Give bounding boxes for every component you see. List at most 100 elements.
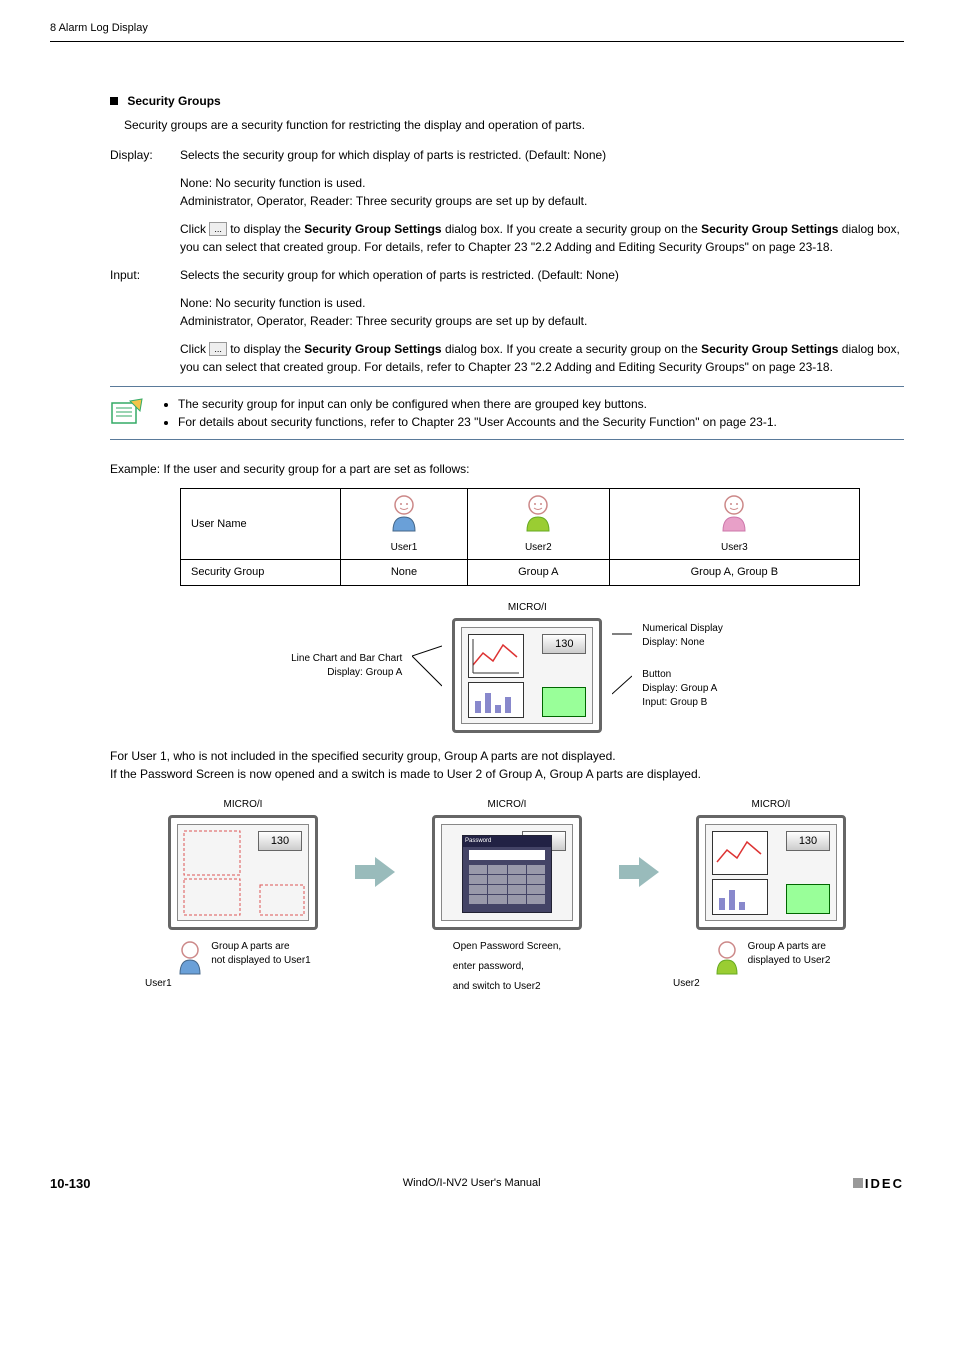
user3-cell: User3 <box>609 488 859 560</box>
footer-title: WindO/I-NV2 User's Manual <box>403 1175 541 1192</box>
lead-line-icon <box>412 636 442 696</box>
c1a: Group A parts are <box>211 940 311 954</box>
si: 130 <box>177 824 309 921</box>
c2c: and switch to User2 <box>453 980 541 994</box>
u1: User1 <box>351 540 457 555</box>
input-label: Input: <box>110 266 180 284</box>
r2a: Button <box>642 668 723 682</box>
row2-label: Security Group <box>181 560 341 586</box>
bar-chart <box>712 879 768 915</box>
diag-left: Line Chart and Bar Chart Display: Group … <box>291 652 402 680</box>
t: to display the <box>227 342 304 356</box>
c3b: displayed to User2 <box>748 954 831 968</box>
intro-text: Security groups are a security function … <box>124 116 904 134</box>
g3: Group A, Group B <box>609 560 859 586</box>
bullet-icon <box>110 97 118 105</box>
brand: IDEC <box>853 1174 904 1194</box>
u2: User2 <box>478 540 599 555</box>
page-header: 8 Alarm Log Display <box>50 20 904 42</box>
u3: User3 <box>620 540 849 555</box>
sgs2: Security Group Settings <box>701 222 838 236</box>
u2-label: User2 <box>673 976 700 991</box>
line-chart <box>712 831 768 875</box>
diag-right: Numerical Display Display: None Button D… <box>642 622 723 710</box>
example-intro: Example: If the user and security group … <box>110 460 904 478</box>
chart-icon <box>469 683 523 717</box>
ellipsis-button[interactable]: ... <box>209 342 227 356</box>
sgs: Security Group Settings <box>304 222 441 236</box>
r1b: Display: None <box>642 636 723 650</box>
micro: MICRO/I <box>452 600 602 615</box>
screen: 130 <box>696 815 846 930</box>
flow-diagram: MICRO/I 130 Group A parts are <box>110 797 904 994</box>
explain-p1: For User 1, who is not included in the s… <box>110 747 904 765</box>
ellipsis-button[interactable]: ... <box>209 222 227 236</box>
display-def: Display: Selects the security group for … <box>110 146 904 164</box>
t: dialog box. If you create a security gro… <box>442 342 702 356</box>
note-box: The security group for input can only be… <box>110 386 904 440</box>
chart-icon <box>469 635 523 677</box>
g2: Group A <box>467 560 609 586</box>
user-icon <box>521 493 555 533</box>
chart-icon <box>713 832 767 874</box>
screen: 130 <box>452 618 602 733</box>
arrow-icon <box>355 857 395 887</box>
g1: None <box>341 560 468 586</box>
input-none: None: No security function is used. Admi… <box>180 294 904 330</box>
t: dialog box. If you create a security gro… <box>442 222 702 236</box>
brand-icon <box>853 1178 863 1188</box>
line-chart <box>468 634 524 678</box>
display-line1: Selects the security group for which dis… <box>180 146 904 164</box>
security-table: User Name User1 User2 <box>180 488 860 586</box>
dl1: Line Chart and Bar Chart <box>291 652 402 666</box>
screen-col: MICRO/I <box>452 600 602 733</box>
note-1: The security group for input can only be… <box>178 395 904 413</box>
display-none-line: None: No security function is used. <box>180 174 904 192</box>
m: MICRO/I <box>224 797 263 812</box>
screen-inner: 130 <box>461 627 593 724</box>
num: 130 <box>786 831 830 851</box>
button-part[interactable] <box>786 884 830 914</box>
display-click: Click ... to display the Security Group … <box>180 220 904 256</box>
chart-icon <box>713 880 767 914</box>
section-title: Security Groups <box>127 94 220 108</box>
flow-3: MICRO/I 130 <box>671 797 871 991</box>
t: Click <box>180 342 209 356</box>
user1-cell: User1 <box>341 488 468 560</box>
arrow-icon <box>619 857 659 887</box>
main-content: Security Groups Security groups are a se… <box>110 92 904 994</box>
note-icon <box>110 397 146 427</box>
c2b: enter password, <box>453 960 524 974</box>
flow-2: MICRO/I 30 Password <box>407 797 607 994</box>
sgs2: Security Group Settings <box>701 342 838 356</box>
input-click: Click ... to display the Security Group … <box>180 340 904 376</box>
cap3: Group A parts are displayed to User2 <box>712 940 831 976</box>
bar-chart <box>468 682 524 718</box>
screen: 30 Password <box>432 815 582 930</box>
flow-1: MICRO/I 130 Group A parts are <box>143 797 343 991</box>
screen: 130 <box>168 815 318 930</box>
r2b: Display: Group A <box>642 682 723 696</box>
cap1: Group A parts are not displayed to User1 <box>175 940 311 976</box>
page-number: 10-130 <box>50 1174 90 1194</box>
diagram-1: Line Chart and Bar Chart Display: Group … <box>110 600 904 733</box>
m: MICRO/I <box>488 797 527 812</box>
input-def: Input: Selects the security group for wh… <box>110 266 904 284</box>
cap2: Open Password Screen, enter password, an… <box>453 940 561 994</box>
display-admin-line: Administrator, Operator, Reader: Three s… <box>180 192 904 210</box>
header-text: 8 Alarm Log Display <box>50 22 148 34</box>
button-part[interactable] <box>542 687 586 717</box>
keypad[interactable] <box>463 863 551 906</box>
user-icon <box>387 493 421 533</box>
pwd-title: Password <box>463 836 551 847</box>
user2-cell: User2 <box>467 488 609 560</box>
input-none-line: None: No security function is used. <box>180 294 904 312</box>
user-icon <box>175 940 205 976</box>
m: MICRO/I <box>752 797 791 812</box>
explain-p2: If the Password Screen is now opened and… <box>110 765 904 783</box>
r2c: Input: Group B <box>642 696 723 710</box>
user-icon <box>712 940 742 976</box>
c3a: Group A parts are <box>748 940 831 954</box>
pwd-field[interactable] <box>469 850 545 860</box>
password-screen[interactable]: Password <box>462 835 552 913</box>
